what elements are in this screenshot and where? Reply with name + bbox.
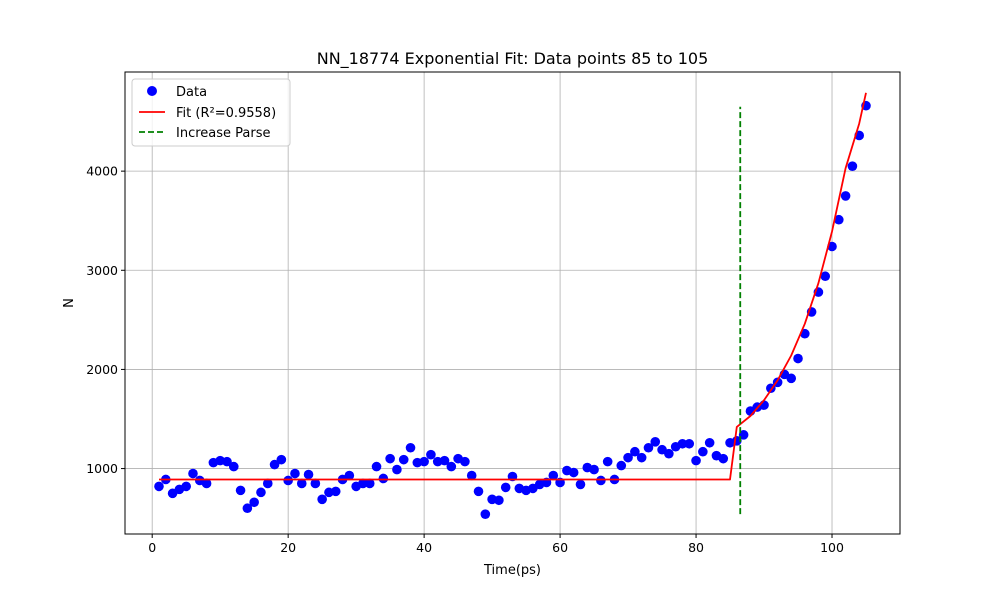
- data-point: [460, 456, 470, 467]
- data-point: [589, 464, 599, 475]
- data-point: [698, 446, 708, 457]
- x-tick-label: 20: [280, 540, 296, 555]
- ticks: 0 20 40 60 80 100 1000 2000 3000 4000: [86, 164, 844, 555]
- x-tick-label: 100: [820, 540, 844, 555]
- plot-area: [125, 72, 900, 534]
- data-point: [718, 453, 729, 464]
- data-point: [392, 464, 402, 475]
- data-point: [650, 436, 661, 447]
- y-axis-label: N: [62, 298, 77, 308]
- data-point: [242, 503, 253, 514]
- y-tick-label: 4000: [86, 164, 118, 179]
- legend-label-fit: Fit (R²=0.9558): [176, 106, 276, 121]
- data-point: [664, 448, 674, 459]
- data-point: [786, 373, 797, 384]
- grid: [125, 72, 900, 534]
- data-point: [426, 449, 436, 460]
- data-point: [419, 456, 429, 467]
- x-axis-label: Time(ps): [483, 563, 541, 578]
- data-point: [439, 455, 450, 466]
- data-point: [840, 191, 851, 201]
- data-point: [500, 482, 511, 493]
- fit-line: [159, 92, 867, 481]
- data-point: [738, 430, 749, 440]
- data-point: [303, 469, 314, 480]
- data-point: [228, 461, 239, 472]
- data-point: [181, 481, 191, 492]
- data-point: [616, 460, 627, 471]
- data-point: [691, 455, 701, 466]
- x-tick-label: 0: [148, 540, 156, 555]
- x-tick-label: 40: [416, 540, 432, 555]
- data-point: [201, 478, 212, 489]
- data-point: [317, 494, 327, 505]
- plot-frame: [124, 71, 901, 535]
- data-point: [378, 473, 389, 484]
- data-point: [623, 452, 633, 463]
- data-point: [677, 438, 688, 449]
- data-point: [602, 456, 613, 467]
- data-point: [385, 453, 395, 464]
- data-point: [296, 478, 307, 489]
- y-tick-label: 1000: [86, 461, 118, 476]
- data-point: [269, 459, 280, 470]
- data-point: [793, 353, 803, 364]
- data-point: [473, 486, 484, 497]
- data-point: [405, 442, 416, 453]
- data-point: [364, 478, 375, 489]
- y-tick-label: 3000: [86, 263, 118, 278]
- data-point: [636, 452, 647, 463]
- data-point: [643, 442, 654, 453]
- data-point: [480, 509, 491, 519]
- legend-marker-data: [147, 86, 157, 96]
- legend-label-data: Data: [176, 85, 207, 100]
- legend-label-parse: Increase Parse: [176, 126, 271, 141]
- data-point: [568, 467, 579, 478]
- data-point: [820, 271, 831, 282]
- data-point: [310, 478, 321, 489]
- data-point: [154, 481, 164, 492]
- chart-title: NN_18774 Exponential Fit: Data points 85…: [317, 49, 709, 69]
- data-point: [290, 468, 300, 479]
- data-layer: [154, 92, 871, 519]
- legend: Data Fit (R²=0.9558) Increase Parse: [131, 78, 291, 147]
- data-point: [283, 475, 293, 486]
- data-point: [262, 478, 273, 489]
- data-point: [235, 485, 246, 496]
- data-point: [596, 475, 606, 486]
- data-point: [575, 479, 586, 490]
- data-point: [548, 470, 559, 481]
- data-point: [704, 437, 715, 448]
- data-point: [398, 454, 409, 465]
- data-point: [466, 470, 477, 481]
- x-tick-label: 60: [552, 540, 568, 555]
- data-point: [630, 446, 640, 457]
- data-point: [371, 461, 382, 472]
- data-point: [276, 454, 287, 465]
- data-point: [256, 487, 266, 498]
- data-point: [684, 438, 695, 449]
- data-point: [494, 495, 504, 506]
- data-point: [358, 478, 368, 489]
- data-point: [249, 497, 259, 508]
- data-point: [222, 456, 232, 467]
- x-tick-label: 80: [688, 540, 704, 555]
- legend-box: [131, 78, 291, 147]
- data-point: [446, 461, 457, 472]
- data-point: [847, 161, 858, 171]
- data-point: [344, 470, 355, 481]
- data-point: [330, 486, 341, 497]
- data-point: [834, 214, 844, 225]
- y-tick-label: 2000: [86, 362, 118, 377]
- data-point: [188, 468, 198, 479]
